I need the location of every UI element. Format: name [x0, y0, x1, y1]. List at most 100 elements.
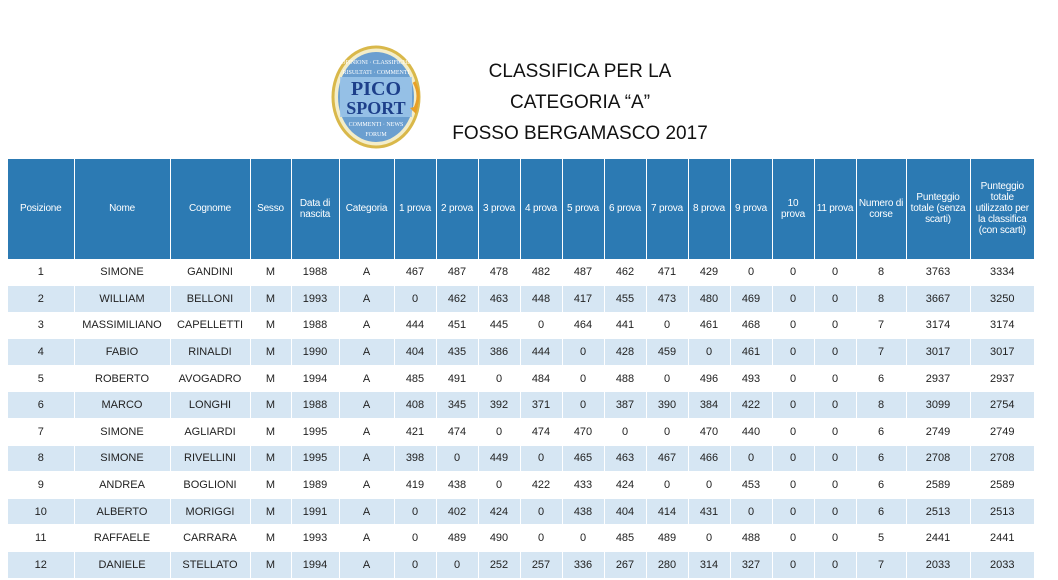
table-cell: 398	[393, 444, 436, 472]
table-cell: SIMONE	[73, 258, 170, 286]
table-cell: 0	[687, 471, 730, 499]
table-cell: 461	[687, 311, 730, 339]
table-cell: A	[338, 391, 394, 419]
table-cell: BOGLIONI	[169, 471, 250, 499]
table-cell: 386	[477, 338, 520, 366]
table-cell: 9	[8, 471, 74, 499]
table-cell: 424	[477, 497, 520, 525]
table-cell: 1995	[290, 444, 339, 472]
table-cell: 280	[645, 551, 688, 579]
table-cell: 0	[813, 471, 856, 499]
table-cell: 2441	[905, 524, 970, 552]
table-cell: 489	[645, 524, 688, 552]
table-cell: 453	[729, 471, 772, 499]
table-cell: 1	[8, 258, 74, 286]
table-row: 8 SIMONE RIVELLINI M 1995 A 398 0 449 0 465 463 467 4…	[8, 444, 1034, 472]
table-row: 6 MARCO LONGHI M 1988 A 408 345 392 371 0 387 390 384…	[8, 391, 1034, 419]
table-cell: 463	[477, 285, 520, 313]
table-cell: 470	[561, 418, 604, 446]
table-cell: 484	[519, 364, 562, 392]
table-cell: 11	[8, 524, 74, 552]
table-cell: M	[249, 524, 291, 552]
table-cell: 6	[855, 444, 906, 472]
table-cell: 0	[561, 391, 604, 419]
table-cell: 336	[561, 551, 604, 579]
column-header: 9 prova	[729, 159, 772, 259]
table-cell: 7	[8, 418, 74, 446]
table-cell: 444	[393, 311, 436, 339]
svg-text:OPINIONI · CLASSIFICHE: OPINIONI · CLASSIFICHE	[341, 60, 411, 66]
table-cell: 252	[477, 551, 520, 579]
table-cell: 1993	[290, 285, 339, 313]
column-header: Numero di corse	[855, 159, 906, 259]
table-cell: 0	[561, 524, 604, 552]
table-cell: 0	[393, 285, 436, 313]
table-cell: 0	[519, 311, 562, 339]
table-cell: 0	[435, 444, 478, 472]
column-header: 1 prova	[393, 159, 436, 259]
table-cell: 408	[393, 391, 436, 419]
table-cell: M	[249, 551, 291, 579]
table-cell: 474	[519, 418, 562, 446]
table-cell: 419	[393, 471, 436, 499]
table-cell: MASSIMILIANO	[73, 311, 170, 339]
table-cell: 0	[435, 551, 478, 579]
table-cell: 2937	[969, 364, 1034, 392]
table-row: 4 FABIO RINALDI M 1990 A 404 435 386 444 0 428 459 0 4…	[8, 338, 1034, 366]
table-cell: 1995	[290, 418, 339, 446]
table-cell: 429	[687, 258, 730, 286]
table-cell: A	[338, 471, 394, 499]
table-cell: 371	[519, 391, 562, 419]
pico-sport-logo: OPINIONI · CLASSIFICHE RISULTATI · COMME…	[330, 44, 426, 152]
table-cell: 0	[813, 497, 856, 525]
table-cell: 445	[477, 311, 520, 339]
table-cell: 404	[393, 338, 436, 366]
column-header: 11 prova	[813, 159, 856, 259]
table-cell: M	[249, 497, 291, 525]
table-cell: 466	[687, 444, 730, 472]
table-cell: SIMONE	[73, 418, 170, 446]
table-cell: 441	[603, 311, 646, 339]
logo-text-sport: SPORT	[346, 98, 405, 118]
table-cell: ALBERTO	[73, 497, 170, 525]
table-cell: M	[249, 285, 291, 313]
table-cell: 496	[687, 364, 730, 392]
table-cell: 404	[603, 497, 646, 525]
table-cell: 10	[8, 497, 74, 525]
table-cell: 0	[813, 524, 856, 552]
table-cell: 2589	[969, 471, 1034, 499]
table-cell: AGLIARDI	[169, 418, 250, 446]
table-cell: 0	[477, 471, 520, 499]
column-header: 8 prova	[687, 159, 730, 259]
table-cell: 2749	[969, 418, 1034, 446]
table-cell: A	[338, 418, 394, 446]
table-cell: 0	[519, 444, 562, 472]
table-cell: 473	[645, 285, 688, 313]
table-cell: ROBERTO	[73, 364, 170, 392]
table-cell: 470	[687, 418, 730, 446]
table-cell: 0	[771, 258, 814, 286]
table-cell: 0	[393, 551, 436, 579]
table-cell: RAFFAELE	[73, 524, 170, 552]
table-cell: 0	[687, 524, 730, 552]
table-cell: 0	[813, 551, 856, 579]
table-row: 10 ALBERTO MORIGGI M 1991 A 0 402 424 0 438 404 414 4…	[8, 497, 1034, 525]
table-cell: M	[249, 311, 291, 339]
table-cell: 448	[519, 285, 562, 313]
table-cell: 0	[771, 471, 814, 499]
table-cell: A	[338, 497, 394, 525]
table-cell: 4	[8, 338, 74, 366]
table-cell: 5	[8, 364, 74, 392]
table-cell: 3174	[969, 311, 1034, 339]
table-cell: M	[249, 418, 291, 446]
table-cell: 1989	[290, 471, 339, 499]
table-cell: 0	[645, 311, 688, 339]
table-cell: 6	[8, 391, 74, 419]
table-cell: 0	[813, 444, 856, 472]
table-cell: 8	[855, 285, 906, 313]
table-cell: 469	[729, 285, 772, 313]
table-cell: M	[249, 444, 291, 472]
column-header: 2 prova	[435, 159, 478, 259]
table-body: 1 SIMONE GANDINI M 1988 A 467 487 478 482 487 462 47…	[8, 258, 1034, 579]
table-cell: 6	[855, 471, 906, 499]
